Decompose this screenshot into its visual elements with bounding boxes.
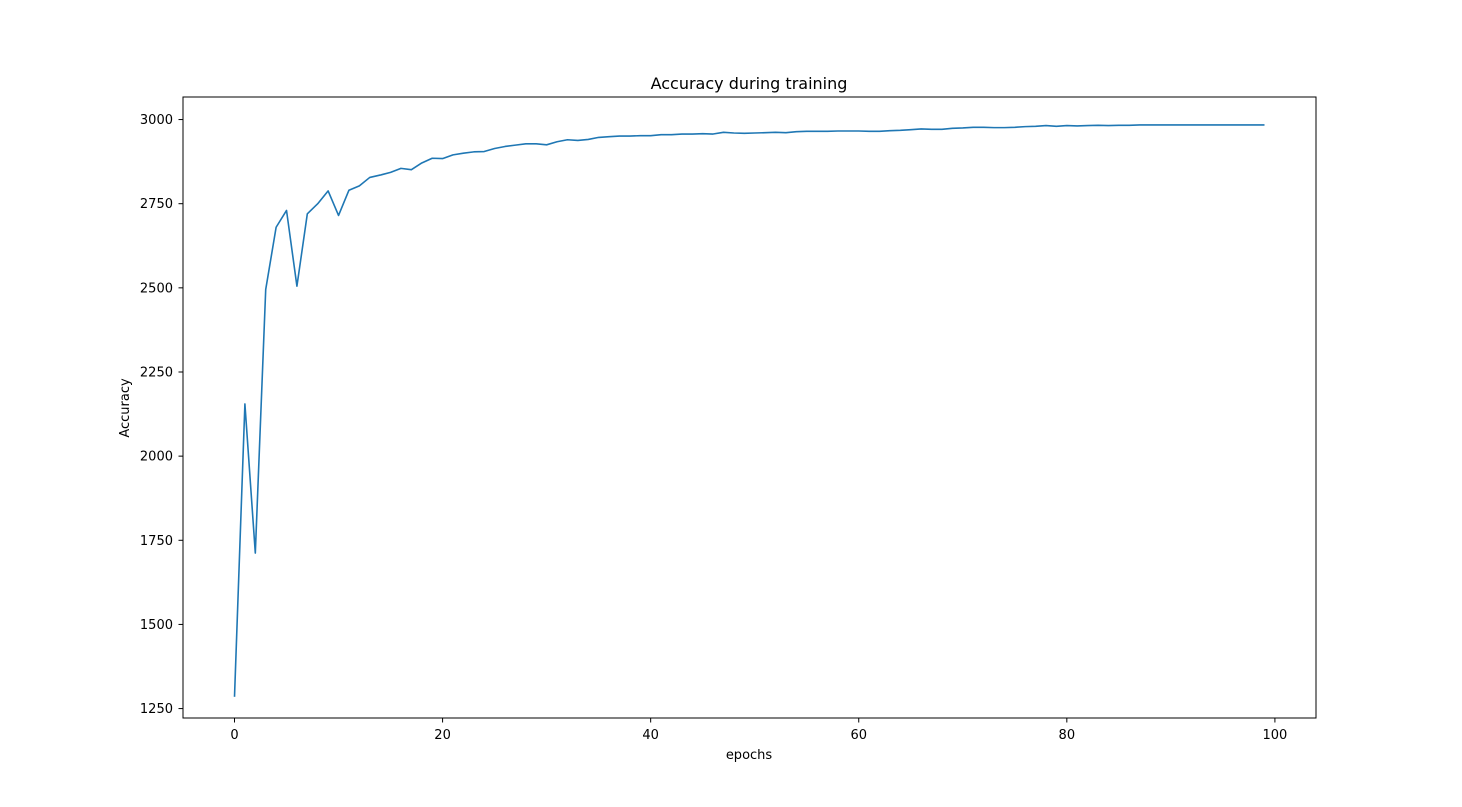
y-tick-label: 1500	[140, 618, 173, 633]
y-tick-label: 2750	[140, 197, 173, 212]
y-axis-label: Accuracy	[118, 378, 133, 438]
x-axis-label: epochs	[726, 748, 773, 763]
y-tick-label: 1250	[140, 702, 173, 717]
y-tick-label: 3000	[140, 113, 173, 128]
axes-frame	[182, 96, 1317, 719]
x-tick-label: 100	[1262, 728, 1287, 743]
chart-title: Accuracy during training	[651, 74, 848, 93]
x-tick-label: 60	[850, 728, 867, 743]
y-tick-label: 2500	[140, 281, 173, 296]
y-tick-label: 1750	[140, 534, 173, 549]
series-line-0	[233, 124, 1265, 697]
x-tick-label: 0	[230, 728, 238, 743]
y-tick-label: 2250	[140, 365, 173, 380]
x-tick-label: 40	[642, 728, 659, 743]
plot-area	[233, 124, 1265, 697]
y-tick-label: 2000	[140, 450, 173, 465]
x-axis-ticks: 0 20 40 60 80 100	[230, 718, 1287, 743]
x-tick-label: 80	[1059, 728, 1076, 743]
x-tick-label: 20	[434, 728, 451, 743]
y-axis-ticks: 1250 1500 1750 2000 2250 2500 2750 3000	[140, 113, 183, 717]
